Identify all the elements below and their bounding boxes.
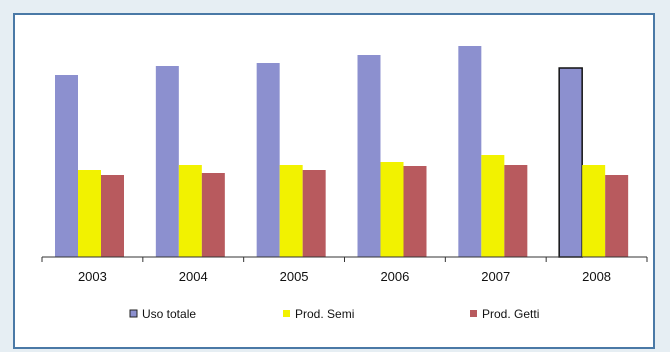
x-ticks-group <box>41 257 648 262</box>
legend-label-prod-semi: Prod. Semi <box>295 307 354 321</box>
x-tick-label-2007: 2007 <box>481 269 510 284</box>
legend-swatch-uso-totale <box>129 309 138 318</box>
bar-prod-semi-2003 <box>78 170 101 257</box>
x-tick-label-2008: 2008 <box>582 269 611 284</box>
bar-uso-totale-2008 <box>558 67 583 258</box>
bar-prod-semi-2006 <box>380 162 404 257</box>
bar-uso-totale-2005 <box>256 63 280 257</box>
x-tick-label-2004: 2004 <box>179 269 208 284</box>
bar-uso-totale-2006 <box>357 55 381 257</box>
bar-prod-getti-2004 <box>201 173 225 257</box>
x-tick-label-2006: 2006 <box>380 269 409 284</box>
bar-prod-semi-2005 <box>279 165 303 257</box>
bar-prod-getti-2003 <box>101 175 124 257</box>
bars-group <box>55 46 629 258</box>
legend: Uso totale Prod. Semi Prod. Getti <box>129 307 539 321</box>
chart-panel: 2003 2004 2005 2006 2007 2008 Uso totale Prod.… <box>13 13 655 349</box>
bar-prod-getti-2005 <box>302 170 326 257</box>
bar-prod-semi-2004 <box>178 165 202 257</box>
legend-swatch-prod-semi <box>283 310 290 317</box>
legend-label-uso-totale: Uso totale <box>142 307 196 321</box>
x-tick-label-2005: 2005 <box>280 269 309 284</box>
bar-uso-totale-2003 <box>55 75 78 257</box>
bar-prod-semi-2008 <box>582 165 606 257</box>
bar-prod-semi-2007 <box>481 155 505 257</box>
bar-uso-totale-2004 <box>155 66 179 257</box>
bar-prod-getti-2006 <box>403 166 427 257</box>
legend-swatch-prod-getti <box>470 310 477 317</box>
x-tick-label-2003: 2003 <box>78 269 107 284</box>
bar-uso-totale-2007 <box>458 46 482 257</box>
x-tick-labels-group: 2003 2004 2005 2006 2007 2008 <box>78 269 611 284</box>
bar-prod-getti-2007 <box>504 165 528 257</box>
bar-prod-getti-2008 <box>605 175 629 257</box>
bar-chart: 2003 2004 2005 2006 2007 2008 Uso totale Prod.… <box>41 46 648 321</box>
legend-label-prod-getti: Prod. Getti <box>482 307 539 321</box>
